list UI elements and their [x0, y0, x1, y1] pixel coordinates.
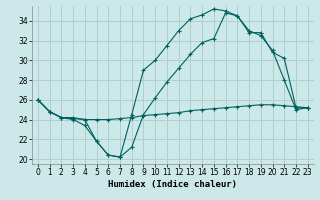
- X-axis label: Humidex (Indice chaleur): Humidex (Indice chaleur): [108, 180, 237, 189]
